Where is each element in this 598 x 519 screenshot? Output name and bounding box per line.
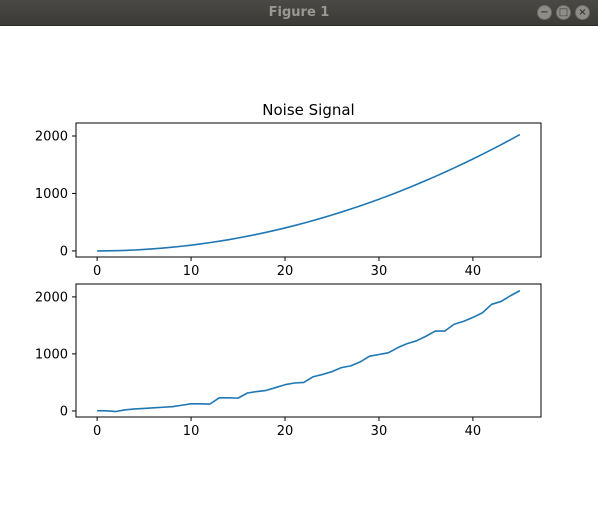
subplot-top: 0 10 20 30 40 0 1000 2000 Noise Signal — [35, 101, 542, 279]
window-controls: − □ × — [537, 5, 590, 20]
axes-frame — [75, 283, 542, 418]
y-tick-label: 2000 — [35, 129, 68, 144]
window-title: Figure 1 — [268, 5, 330, 20]
y-tick-label: 1000 — [35, 187, 68, 202]
maximize-button[interactable]: □ — [556, 5, 571, 20]
y-tick-label: 0 — [60, 404, 68, 419]
x-tick-label: 40 — [465, 264, 482, 279]
series-line-0 — [97, 133, 521, 252]
x-tick-label: 20 — [277, 264, 294, 279]
y-tick-label: 0 — [60, 244, 68, 259]
series-line-0 — [97, 289, 521, 413]
figure-svg: 0 10 20 30 40 0 1000 2000 Noise Signal 0 10 20 30 40… — [35, 101, 542, 439]
minimize-button[interactable]: − — [537, 5, 552, 20]
x-tick-label: 10 — [183, 264, 200, 279]
x-tick-label: 30 — [371, 264, 388, 279]
x-tick-label: 20 — [277, 424, 294, 439]
x-tick-label: 30 — [371, 424, 388, 439]
subplot-bottom: 0 10 20 30 40 0 1000 2000 — [35, 283, 542, 439]
x-tick-label: 40 — [465, 424, 482, 439]
y-tick-label: 1000 — [35, 347, 68, 362]
x-tick-label: 10 — [183, 424, 200, 439]
x-tick-label: 0 — [93, 264, 101, 279]
title-bar[interactable]: Figure 1 − □ × — [0, 0, 598, 26]
chart-title: Noise Signal — [262, 101, 354, 119]
close-button[interactable]: × — [575, 5, 590, 20]
y-tick-label: 2000 — [35, 290, 68, 305]
figure-canvas[interactable]: 0 10 20 30 40 0 1000 2000 Noise Signal 0 10 20 30 40… — [0, 26, 598, 515]
axes-frame — [75, 122, 542, 258]
x-tick-label: 0 — [93, 424, 101, 439]
